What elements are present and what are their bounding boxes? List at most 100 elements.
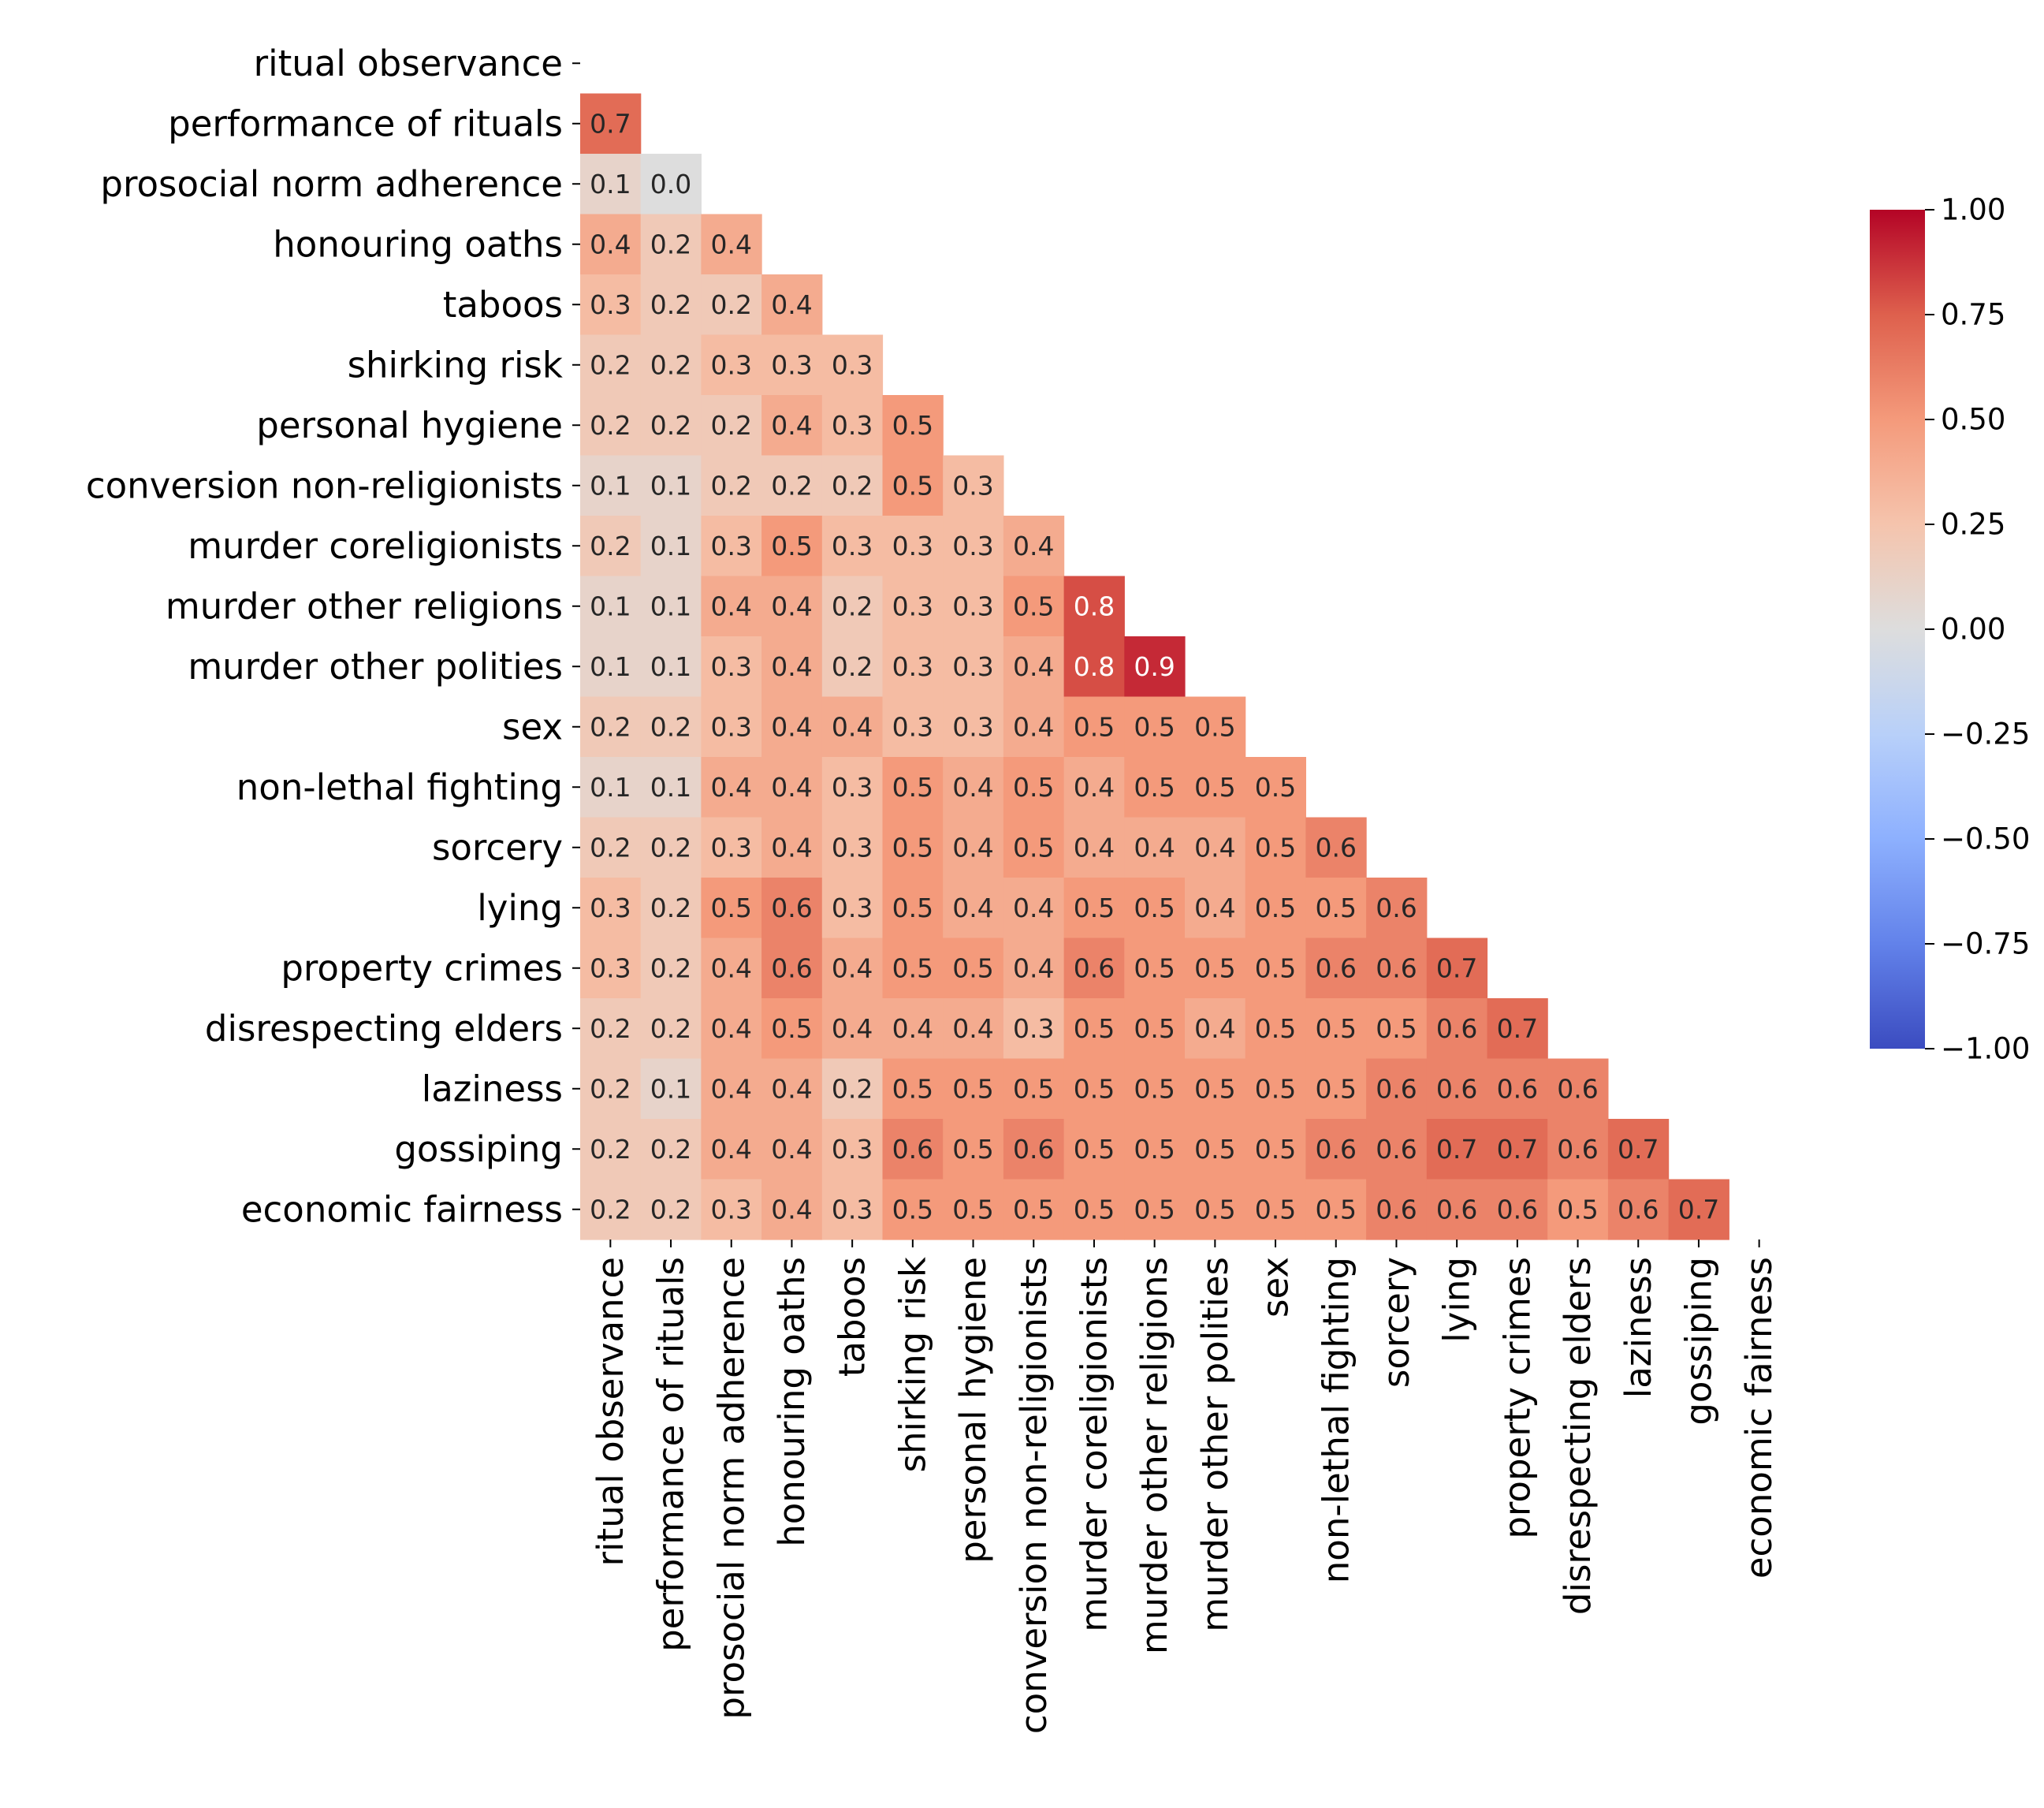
cell-value-label: 0.3 <box>590 952 631 983</box>
y-tick-label: shirking risk <box>348 344 563 386</box>
colorbar: 1.00 0.75 0.50 0.25 0.00 −0.25 −0.50 −0.75 −1.00 <box>1870 193 2030 1066</box>
cell-value-label: 0.2 <box>650 229 691 259</box>
cell-value-label: 0.5 <box>892 772 933 803</box>
cell-value-label: 0.2 <box>650 893 691 923</box>
cell-value-label: 0.3 <box>832 772 873 803</box>
cell-value-label: 0.1 <box>650 531 691 561</box>
heatmap-cell <box>640 154 702 215</box>
cell-value-label: 0.3 <box>952 651 993 682</box>
cell-value-label: 0.5 <box>1134 1073 1175 1104</box>
heatmap-cell <box>1063 878 1125 939</box>
heatmap-cell <box>943 938 1004 999</box>
cell-value-label: 0.4 <box>832 1013 873 1044</box>
heatmap-cell <box>882 455 944 516</box>
cell-value-label: 0.6 <box>1436 1194 1477 1225</box>
cell-value-label: 0.5 <box>1316 893 1357 923</box>
colorbar-tick-label: −0.50 <box>1941 822 2030 856</box>
heatmap-cell <box>580 576 642 637</box>
cell-value-label: 0.5 <box>1074 1013 1115 1044</box>
heatmap-cell <box>821 334 884 396</box>
heatmap-cell <box>882 1119 944 1180</box>
cell-value-label: 0.5 <box>1255 952 1296 983</box>
heatmap-cell <box>1124 636 1186 698</box>
heatmap-cell <box>821 878 884 939</box>
cell-value-label: 0.3 <box>832 349 873 380</box>
heatmap-cell <box>640 696 702 758</box>
cell-value-label: 0.1 <box>590 591 631 621</box>
x-axis-tick-labels: ritual observance performance of rituals p… <box>590 1240 1780 1734</box>
heatmap-cell <box>1366 998 1428 1060</box>
heatmap-cell <box>821 998 884 1060</box>
heatmap-cell <box>1003 998 1065 1060</box>
cell-value-label: 0.3 <box>892 711 933 742</box>
x-tick-label: ritual observance <box>590 1257 631 1566</box>
cell-value-label: 0.6 <box>1316 832 1357 863</box>
cell-value-label: 0.5 <box>1134 772 1175 803</box>
heatmap-cell <box>580 1058 642 1120</box>
heatmap-cell <box>701 1179 762 1240</box>
heatmap-cell <box>640 395 702 457</box>
cell-value-label: 0.5 <box>1255 893 1296 923</box>
cell-value-label: 0.2 <box>590 1134 631 1165</box>
cell-value-label: 0.3 <box>952 470 993 501</box>
cell-value-label: 0.3 <box>711 711 752 742</box>
cell-value-label: 0.2 <box>590 1013 631 1044</box>
heatmap-cell <box>761 455 823 516</box>
cell-value-label: 0.3 <box>711 1194 752 1225</box>
cell-value-label: 0.3 <box>892 591 933 621</box>
y-tick-label: ritual observance <box>254 43 563 84</box>
heatmap-cell <box>1003 516 1065 577</box>
heatmap-cell <box>882 576 944 637</box>
heatmap-cell <box>1305 938 1367 999</box>
cell-value-label: 0.5 <box>1194 711 1235 742</box>
heatmap-cell <box>1124 757 1186 818</box>
heatmap-cell <box>1366 1179 1428 1240</box>
cell-value-label: 0.1 <box>590 651 631 682</box>
heatmap-cell <box>580 1179 642 1240</box>
cell-value-label: 0.4 <box>771 772 812 803</box>
cell-value-label: 0.4 <box>1194 1013 1235 1044</box>
cell-value-label: 0.5 <box>1013 1073 1054 1104</box>
x-tick-label: non-lethal fighting <box>1315 1257 1357 1583</box>
heatmap-cell <box>1003 757 1065 818</box>
heatmap-cell <box>701 878 762 939</box>
cell-value-label: 0.5 <box>1194 952 1235 983</box>
x-tick-label: economic fairness <box>1738 1257 1780 1579</box>
cell-value-label: 0.3 <box>892 651 933 682</box>
heatmap-cell <box>1063 998 1125 1060</box>
heatmap-cell <box>1124 878 1186 939</box>
heatmap-cell <box>1245 878 1306 939</box>
cell-value-label: 0.7 <box>1436 952 1477 983</box>
y-tick-label: sorcery <box>432 826 563 868</box>
cell-value-label: 0.4 <box>771 1134 812 1165</box>
cell-value-label: 0.1 <box>590 470 631 501</box>
cell-value-label: 0.2 <box>771 470 812 501</box>
x-tick-label: sorcery <box>1376 1257 1417 1388</box>
cell-value-label: 0.7 <box>1497 1013 1538 1044</box>
heatmap-cell <box>1305 1179 1367 1240</box>
cell-value-label: 0.4 <box>590 229 631 259</box>
cell-value-label: 0.5 <box>1134 893 1175 923</box>
heatmap-cell <box>1305 817 1367 878</box>
heatmap-cell <box>1305 1119 1367 1180</box>
heatmap-cell <box>1487 1119 1548 1180</box>
y-tick-label: taboos <box>443 284 563 326</box>
heatmap-cell <box>580 1119 642 1180</box>
heatmap-cell <box>640 516 702 577</box>
heatmap-cell <box>943 878 1004 939</box>
x-tick-label: murder coreligionists <box>1073 1257 1115 1632</box>
heatmap-cell <box>580 395 642 457</box>
cell-value-label: 0.9 <box>1134 651 1175 682</box>
colorbar-tick-label: −1.00 <box>1941 1032 2030 1066</box>
cell-value-label: 0.6 <box>771 893 812 923</box>
heatmap-cell <box>580 516 642 577</box>
heatmap-cell <box>821 938 884 999</box>
heatmap-cell <box>1245 1058 1306 1120</box>
x-tick-label: performance of rituals <box>650 1257 692 1652</box>
heatmap-cell <box>943 757 1004 818</box>
heatmap-cell <box>1305 998 1367 1060</box>
heatmap-cell <box>640 576 702 637</box>
cell-value-label: 0.2 <box>590 1194 631 1225</box>
y-tick-label: murder other religions <box>166 585 563 627</box>
